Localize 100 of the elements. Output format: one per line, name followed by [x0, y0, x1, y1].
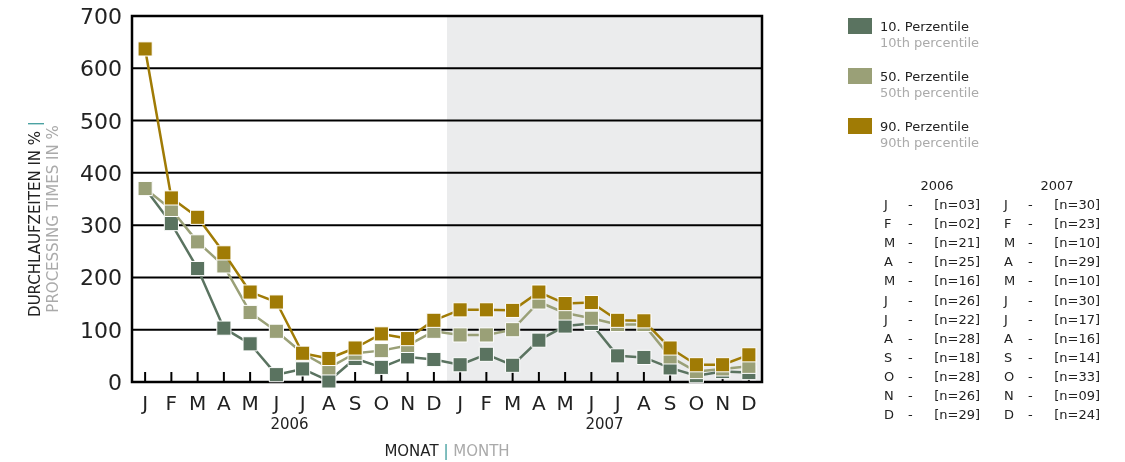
legend-label: 50. Perzentile [880, 69, 969, 84]
text: 2007 [1040, 178, 1074, 193]
x-tick-label: M [241, 391, 259, 415]
y-tick-label: 700 [80, 4, 122, 29]
point [163, 190, 179, 206]
point [190, 260, 206, 277]
y-tick-label: 200 [80, 265, 122, 291]
point [373, 343, 389, 359]
point [216, 245, 232, 261]
point [190, 209, 206, 225]
point [216, 320, 232, 336]
point [583, 310, 599, 326]
text: 2007 [585, 415, 624, 433]
point [242, 284, 258, 300]
point [557, 296, 573, 312]
point [505, 357, 521, 373]
text: J - [n=30] [1004, 292, 1100, 308]
y-tick-label: 300 [80, 213, 122, 239]
point [137, 41, 153, 57]
x-tick-label: J [586, 391, 595, 415]
point [373, 326, 389, 342]
point [452, 357, 468, 373]
point [268, 323, 284, 339]
text: A - [n=25] [884, 254, 980, 270]
y-tick-label: 400 [80, 160, 122, 186]
x-tick-label: O [373, 391, 390, 415]
x-tick-label: J [271, 391, 280, 415]
point [426, 312, 442, 328]
text: F - [n=02] [884, 216, 980, 232]
point [347, 340, 363, 356]
point [583, 294, 599, 311]
point [531, 332, 547, 348]
text: 2006 [270, 415, 309, 433]
x-tick-label: N [400, 391, 416, 415]
x-tick-label: D [741, 391, 757, 415]
text: N - [n=26] [884, 388, 980, 403]
text: 50th percentile [880, 85, 980, 100]
text: J - [n=03] [884, 197, 980, 212]
x-tick-label: M [556, 391, 574, 415]
text: A - [n=29] [1004, 254, 1100, 270]
y-tick-label: 100 [80, 317, 122, 343]
x-tick-label: M [503, 391, 522, 415]
text: M - [n=21] [884, 235, 980, 251]
text: M - [n=10] [1004, 235, 1100, 251]
x-tick-label: J [455, 391, 464, 415]
point [242, 336, 258, 352]
point [426, 351, 442, 368]
point [268, 294, 284, 310]
point [636, 313, 652, 329]
point [242, 304, 258, 321]
x-tick-label: N [715, 391, 731, 415]
point [268, 367, 284, 383]
point [321, 350, 337, 367]
x-tick-label: A [217, 391, 232, 415]
point [478, 346, 494, 362]
x-tick-label: J [140, 391, 149, 415]
x-tick-label: A [637, 391, 652, 415]
text: N - [n=09] [1004, 388, 1100, 403]
x-tick-label: J [297, 391, 306, 415]
point [478, 302, 494, 318]
point [190, 234, 206, 250]
text: J - [n=30] [1004, 197, 1100, 212]
point [531, 284, 547, 300]
point [452, 327, 468, 343]
legend-label: 10. Perzentile [880, 19, 969, 34]
text: D - [n=24] [1004, 407, 1100, 423]
text: O - [n=28] [884, 368, 980, 384]
text: S - [n=14] [1004, 349, 1100, 365]
text: M - [n=10] [1004, 273, 1100, 289]
text: 10th percentile [880, 35, 980, 50]
point [478, 327, 494, 343]
x-tick-label: F [165, 391, 178, 415]
x-tick-label: J [612, 391, 621, 415]
point [610, 348, 626, 364]
y-axis-title: DURCHLAUFZEITEN IN % | PROCESSING TIMES IN % [26, 121, 62, 317]
text: S - [n=18] [884, 349, 980, 365]
x-tick-label: A [532, 391, 547, 415]
text: J - [n=22] [884, 311, 980, 327]
text: 90th percentile [880, 135, 980, 150]
point [662, 340, 678, 356]
point [610, 312, 626, 328]
point [373, 359, 389, 375]
x-tick-label: F [480, 391, 493, 415]
point [400, 331, 416, 347]
x-tick-label: S [348, 391, 362, 415]
y-tick-label: 0 [108, 370, 122, 395]
x-axis-title: MONAT | MONTH [384, 442, 510, 460]
text: O - [n=33] [1004, 368, 1100, 384]
point [452, 302, 468, 318]
point [636, 349, 652, 365]
x-tick-label: O [688, 391, 705, 415]
text: A - [n=28] [884, 330, 980, 346]
text: 2006 [920, 178, 954, 193]
x-tick-label: S [663, 391, 677, 415]
y-tick-label: 600 [80, 56, 122, 82]
point [741, 347, 757, 363]
point [505, 302, 521, 318]
x-tick-label: M [188, 391, 207, 415]
point [295, 361, 311, 377]
text: D - [n=29] [884, 407, 980, 423]
